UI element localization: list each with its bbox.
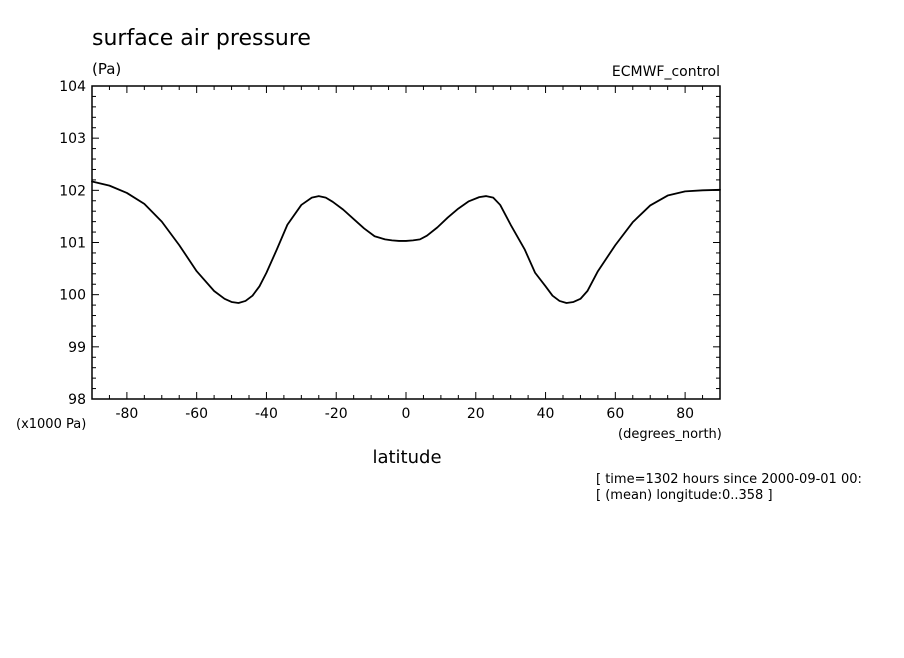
x-tick-label: 0 (402, 406, 411, 422)
y-tick-label: 102 (59, 183, 86, 199)
x-axis-title: latitude (372, 447, 441, 468)
x-tick-label: 60 (606, 406, 624, 422)
x-tick-label: -80 (115, 406, 138, 422)
dataset-label: ECMWF_control (612, 64, 720, 80)
x-tick-label: -60 (185, 406, 208, 422)
y-tick-label: 98 (68, 392, 86, 408)
y-tick-label: 100 (59, 288, 86, 304)
units-label: (Pa) (92, 60, 121, 78)
y-tick-label: 104 (59, 79, 86, 95)
x-tick-label: 40 (537, 406, 555, 422)
y-tick-label: 99 (68, 340, 86, 356)
chart-title: surface air pressure (92, 26, 311, 51)
x-axis-units-label: (degrees_north) (618, 427, 722, 442)
metadata-longitude: [ (mean) longitude:0..358 ] (596, 488, 773, 503)
x-tick-label: 80 (676, 406, 694, 422)
plot-area: -80 -60 -40 -20 0 20 40 60 80 98 99 100 101 102 103 104 (59, 79, 721, 422)
x-tick-label: -20 (325, 406, 348, 422)
y-axis-scale-label: (x1000 Pa) (16, 417, 86, 432)
x-tick-label: 20 (467, 406, 485, 422)
metadata-time: [ time=1302 hours since 2000-09-01 00: (596, 472, 862, 487)
x-tick-label: -40 (255, 406, 278, 422)
y-tick-label: 101 (59, 236, 86, 252)
pressure-line-series (91, 180, 721, 304)
y-tick-label: 103 (59, 131, 86, 147)
